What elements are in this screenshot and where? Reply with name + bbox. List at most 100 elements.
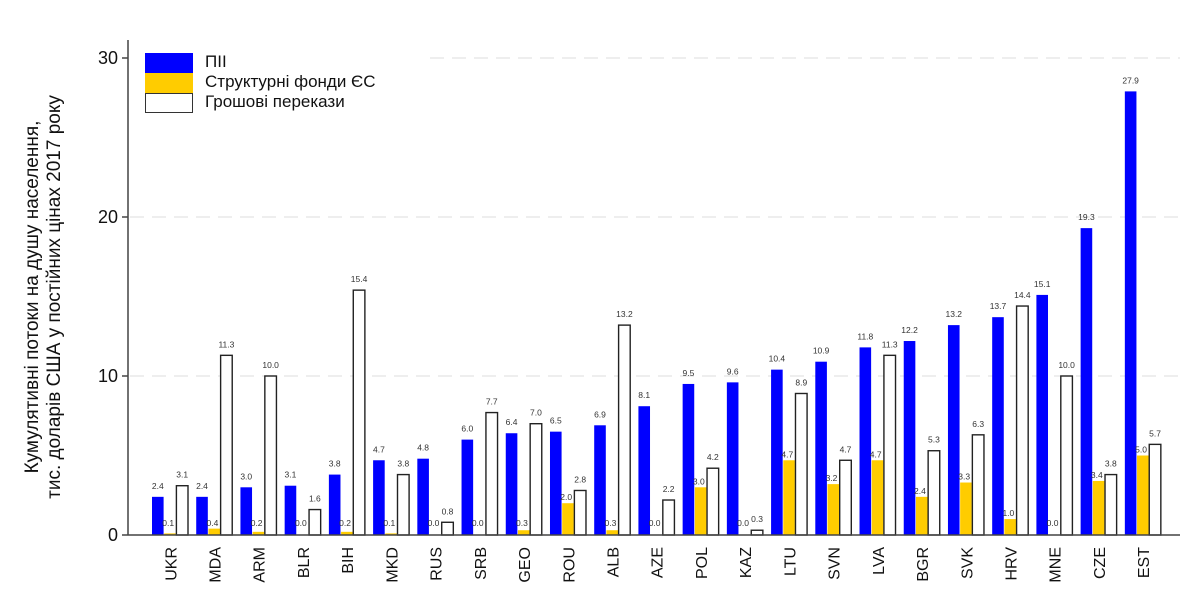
- legend-swatch-remittances: [145, 93, 193, 113]
- x-tick-label-arm: ARM: [252, 547, 269, 583]
- value-label: 0.3: [604, 518, 616, 528]
- value-label: 3.8: [329, 459, 341, 469]
- bar-rus-series-0: [417, 458, 429, 535]
- bar-pol-series-1: [694, 487, 707, 535]
- value-label: 13.7: [990, 301, 1007, 311]
- bar-cze-series-2: [1104, 473, 1118, 536]
- x-tick-label-svn: SVN: [827, 547, 844, 580]
- x-tick-label-lva: LVA: [871, 547, 888, 575]
- value-label: 8.9: [795, 377, 807, 387]
- value-label: 0.3: [516, 518, 528, 528]
- value-label: 4.8: [417, 443, 429, 453]
- value-label: 2.8: [574, 474, 586, 484]
- y-tick-label: 10: [98, 366, 118, 386]
- value-label: 7.7: [486, 397, 498, 407]
- bar-mkd-series-2: [396, 473, 410, 536]
- y-axis-label: Кумулятивні потоки на душу населення, ти…: [22, 57, 66, 537]
- legend-swatch-eu-funds: [145, 73, 193, 93]
- value-label: 0.4: [207, 518, 219, 528]
- value-label: 6.5: [550, 416, 562, 426]
- bar-lva-series-0: [859, 347, 872, 535]
- bar-arm-series-2: [264, 375, 278, 536]
- value-label: 0.8: [442, 506, 454, 516]
- bar-svk-series-1: [960, 482, 972, 535]
- value-label: 4.7: [870, 449, 882, 459]
- bars: [152, 91, 1162, 536]
- value-label: 13.2: [945, 309, 962, 319]
- bar-ltu-series-1: [783, 460, 795, 535]
- value-label: 14.4: [1014, 290, 1031, 300]
- value-label: 3.3: [958, 472, 970, 482]
- x-tick-label-bgr: BGR: [915, 547, 932, 582]
- value-label: 10.4: [769, 354, 786, 364]
- value-label: 4.7: [373, 444, 385, 454]
- value-label: 3.1: [285, 470, 297, 480]
- value-label: 10.9: [813, 346, 830, 356]
- value-label: 8.1: [638, 390, 650, 400]
- x-tick-label-rou: ROU: [561, 547, 578, 583]
- bar-lva-series-1: [871, 460, 884, 535]
- bar-rus-series-2: [441, 521, 455, 536]
- value-label: 3.0: [693, 476, 705, 486]
- axes: 0 10 20 30: [98, 40, 1180, 545]
- x-tick-label-rus: RUS: [429, 547, 446, 581]
- bar-bih-series-0: [328, 474, 341, 535]
- value-label: 27.9: [1122, 75, 1139, 85]
- value-label: 5.0: [1135, 445, 1147, 455]
- bar-mda-series-1: [208, 528, 221, 535]
- bar-bgr-series-0: [903, 341, 916, 535]
- bar-bih-series-1: [341, 531, 353, 535]
- value-label: 15.4: [351, 274, 368, 284]
- bar-ukr-series-1: [164, 533, 176, 535]
- value-label: 2.4: [152, 481, 164, 491]
- value-label: 0.0: [295, 518, 307, 528]
- value-label: 12.2: [901, 325, 918, 335]
- bar-svk-series-0: [947, 325, 960, 535]
- bar-hrv-series-2: [1015, 305, 1029, 536]
- value-label: 0.2: [339, 518, 351, 528]
- bar-est-series-2: [1148, 443, 1162, 536]
- x-tick-label-alb: ALB: [606, 547, 623, 577]
- x-tick-label-ukr: UKR: [163, 547, 180, 581]
- bar-mne-series-0: [1036, 294, 1048, 535]
- gridlines: [130, 57, 1180, 377]
- bar-rou-series-0: [549, 431, 562, 535]
- x-tick-label-mda: MDA: [208, 547, 225, 583]
- value-label: 3.4: [1091, 470, 1103, 480]
- value-label: 6.4: [506, 417, 518, 427]
- x-tick-label-svk: SVK: [959, 547, 976, 579]
- value-label: 9.5: [683, 368, 695, 378]
- value-label: 5.3: [928, 435, 940, 445]
- value-label: 0.0: [649, 518, 661, 528]
- bar-svn-series-1: [827, 484, 840, 535]
- bar-alb-series-1: [606, 530, 618, 535]
- legend-label-fdi: ПІІ: [205, 52, 227, 71]
- bar-geo-series-2: [529, 423, 543, 536]
- bar-cze-series-0: [1080, 228, 1093, 535]
- value-label: 6.3: [972, 419, 984, 429]
- value-label: 9.6: [727, 366, 739, 376]
- x-tick-label-aze: AZE: [650, 547, 667, 578]
- value-label: 11.3: [882, 339, 898, 349]
- y-tick-label: 0: [108, 525, 118, 545]
- value-label: 4.7: [781, 449, 793, 459]
- value-label: 0.3: [751, 514, 763, 524]
- bar-blr-series-2: [308, 508, 322, 536]
- bar-srb-series-0: [461, 439, 474, 535]
- bar-alb-series-2: [617, 324, 631, 536]
- bar-hrv-series-1: [1004, 519, 1016, 535]
- bar-srb-series-2: [485, 411, 499, 536]
- x-tick-label-hrv: HRV: [1003, 547, 1020, 581]
- bar-svn-series-0: [815, 361, 827, 535]
- bar-svk-series-2: [971, 434, 985, 536]
- bar-est-series-0: [1124, 91, 1137, 535]
- y-tick-label: 30: [98, 48, 118, 68]
- bar-mkd-series-0: [373, 460, 385, 535]
- value-label: 11.3: [218, 339, 234, 349]
- x-tick-label-kaz: KAZ: [738, 547, 755, 578]
- bar-pol-series-0: [682, 383, 695, 535]
- value-label: 0.0: [428, 518, 440, 528]
- bar-lva-series-2: [883, 354, 897, 536]
- value-label: 0.1: [162, 518, 174, 528]
